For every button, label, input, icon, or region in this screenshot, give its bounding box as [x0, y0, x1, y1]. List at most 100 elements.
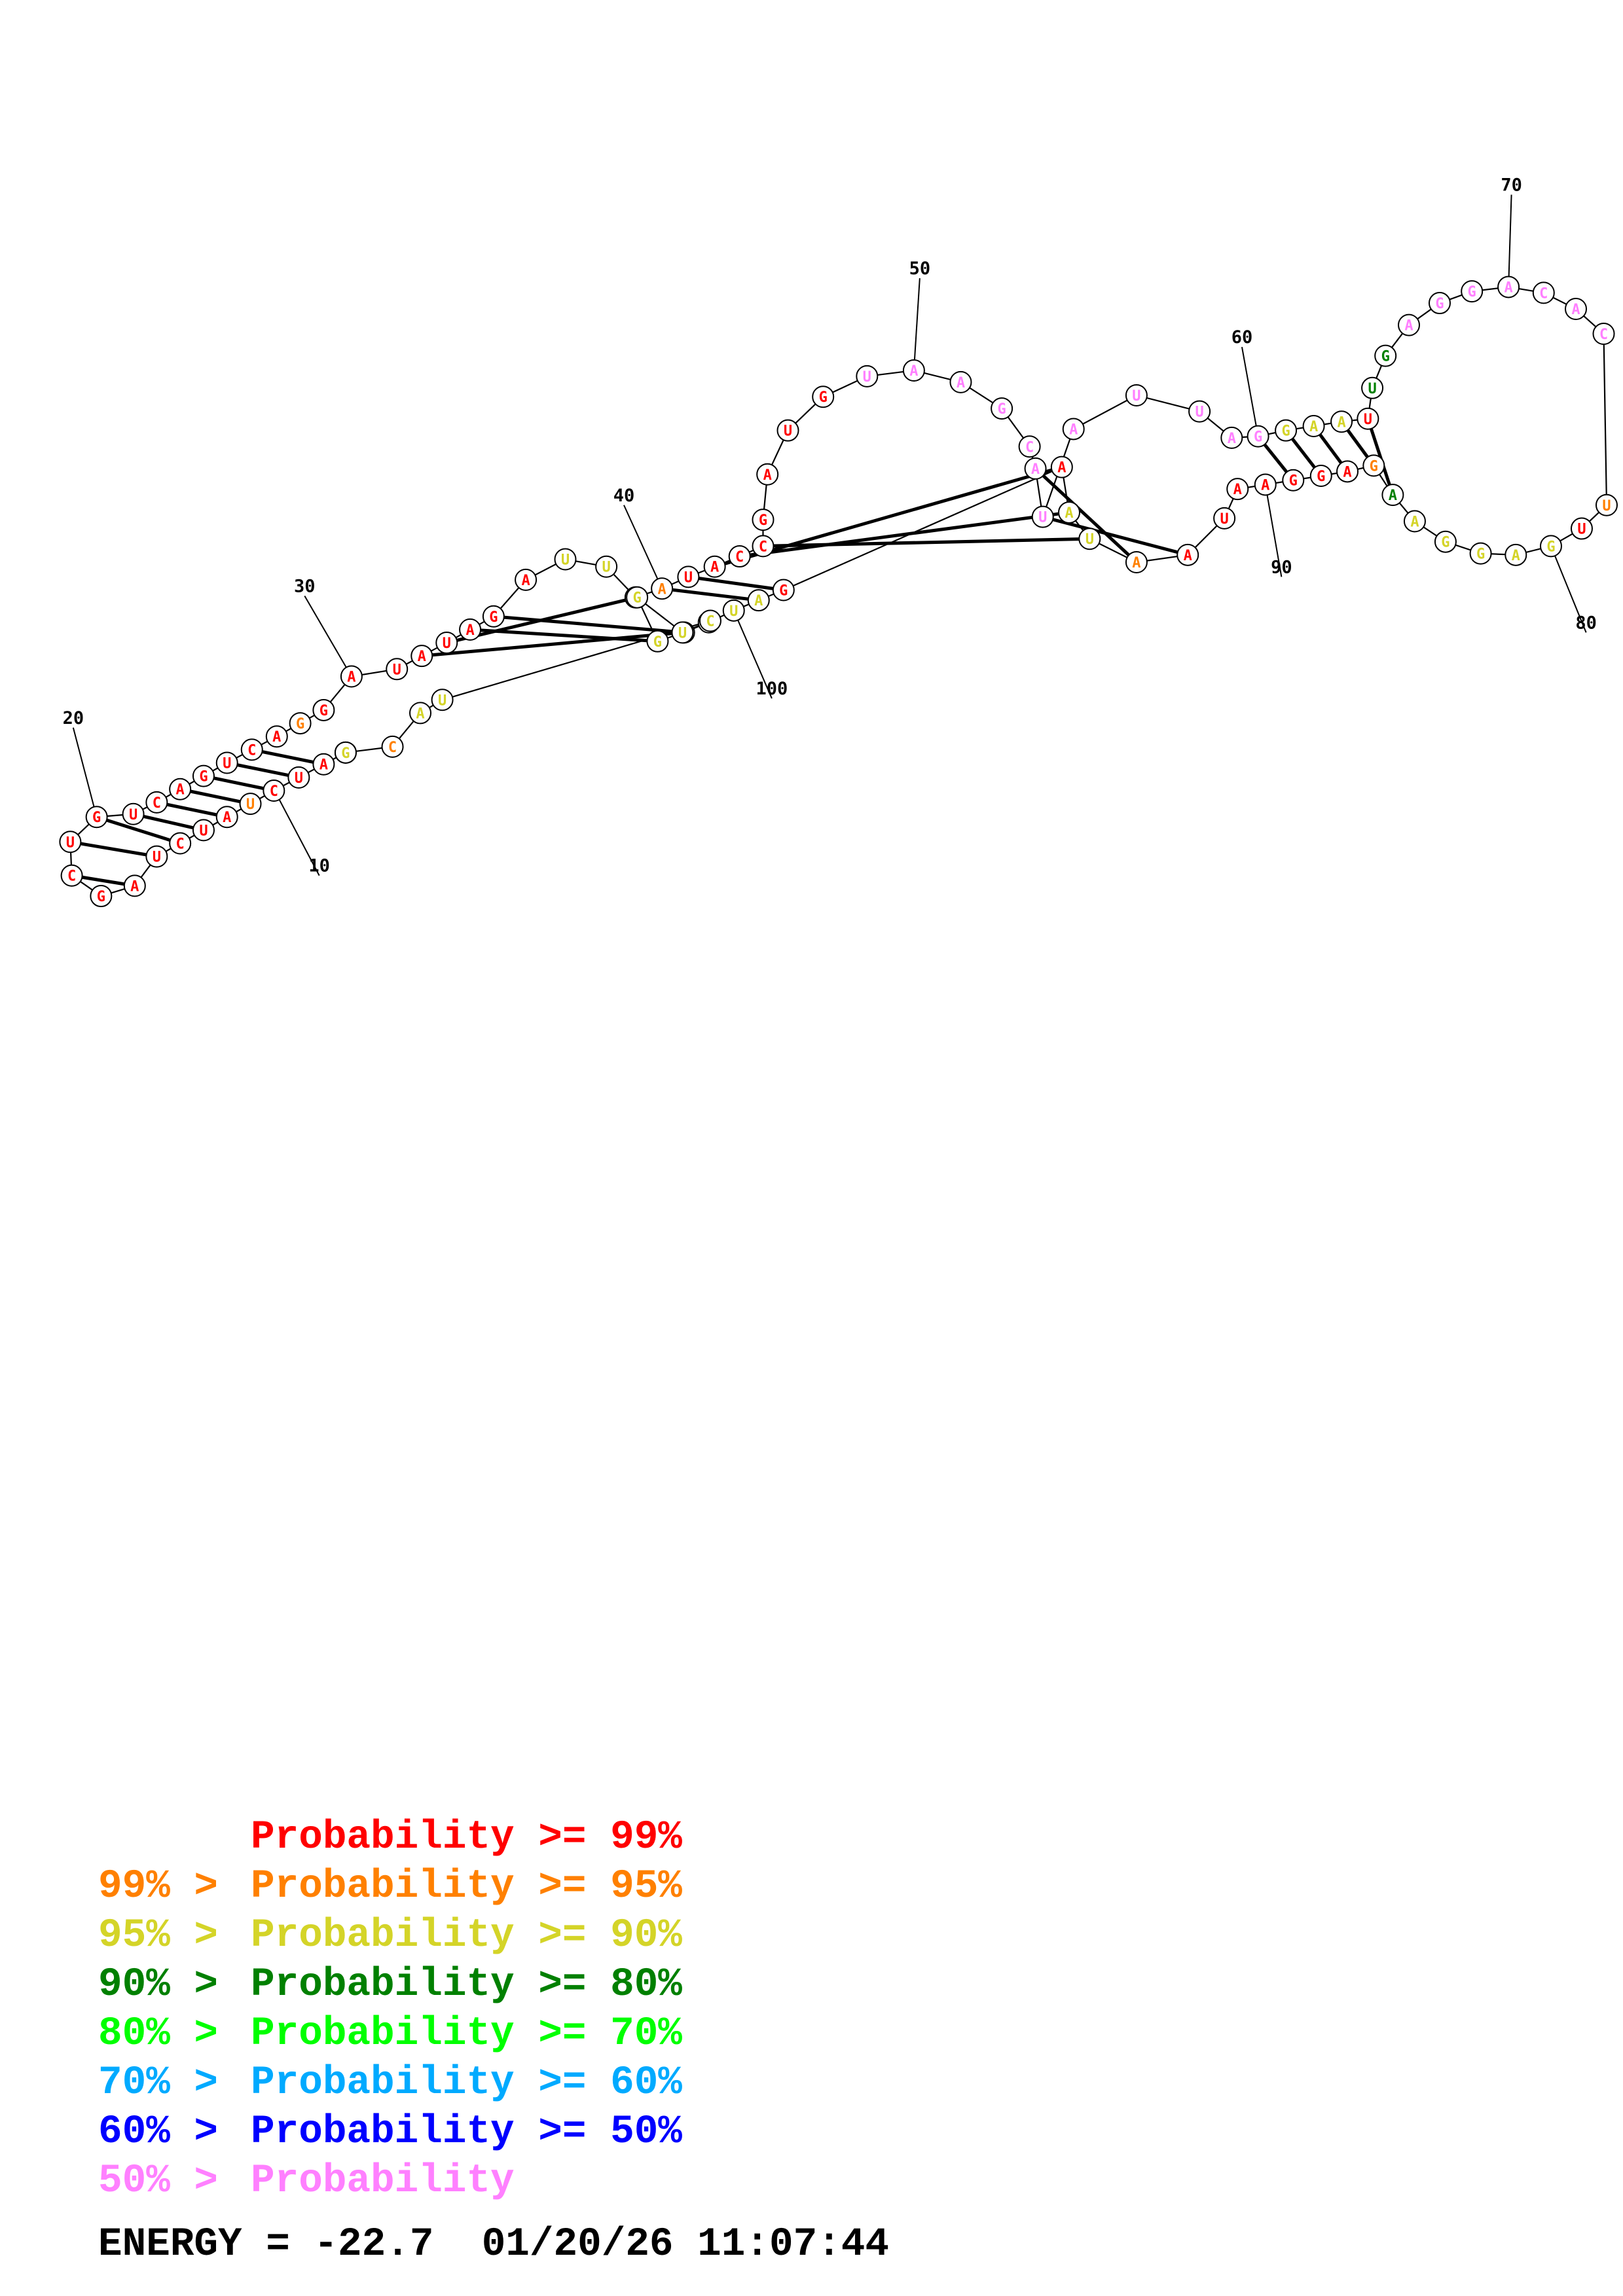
nucleotide: A	[1226, 478, 1249, 501]
nucleotide-letter: C	[1539, 285, 1548, 302]
nucleotide: G	[312, 698, 335, 721]
nucleotide-letter: U	[199, 823, 208, 839]
legend-item: 95% > Probability >= 90%	[98, 1911, 682, 1960]
nucleotide: G	[1247, 425, 1269, 448]
nucleotide: A	[215, 806, 238, 829]
nucleotide-circle	[410, 645, 433, 668]
nucleotide-circle	[169, 832, 192, 855]
nucleotide-circle	[646, 630, 669, 653]
nucleotide-circle	[1592, 323, 1615, 346]
nucleotide-letter: G	[1289, 473, 1298, 490]
nucleotide-circle	[1336, 460, 1359, 483]
nucleotide-letter: A	[416, 706, 424, 722]
nucleotide: A	[459, 618, 482, 641]
nucleotide-letter: A	[1065, 505, 1073, 522]
nucleotide-letter: U	[1577, 522, 1586, 538]
nucleotide: C	[381, 735, 404, 758]
nucleotide-circle	[435, 632, 458, 655]
nucleotide: A	[651, 577, 674, 600]
nucleotide-letter: C	[1599, 327, 1608, 343]
nucleotide-circle	[1125, 551, 1148, 574]
nucleotide-letter: A	[130, 878, 139, 895]
nucleotide-circle	[1125, 384, 1148, 406]
nucleotide: A	[1397, 314, 1420, 336]
nucleotide-letter: G	[489, 609, 498, 626]
nucleotide: G	[90, 885, 113, 908]
nucleotide-letter: A	[1343, 464, 1351, 480]
nucleotide-letter: G	[1317, 469, 1325, 485]
nucleotide: C	[169, 832, 192, 855]
nucleotide-circle	[1024, 457, 1047, 480]
nucleotide: G	[772, 579, 795, 601]
nucleotide: G	[626, 586, 649, 609]
base-pair-bond	[179, 787, 251, 806]
nucleotide-circle	[459, 618, 482, 641]
position-label: 40	[613, 486, 635, 506]
nucleotide-circle	[1213, 507, 1236, 529]
nucleotide: U	[145, 845, 168, 868]
base-pair-bond	[469, 628, 658, 643]
nucleotide: A	[756, 463, 779, 486]
base-pair-bond	[203, 774, 274, 793]
nucleotide-circle	[1595, 493, 1618, 516]
nucleotide-letter: U	[1085, 531, 1094, 548]
legend-item: 99% > Probability >= 95%	[98, 1862, 682, 1911]
nucleotide: G	[1362, 454, 1385, 477]
nucleotide-letter: U	[223, 755, 231, 772]
nucleotide-letter: A	[657, 581, 666, 598]
nucleotide-circle	[312, 698, 335, 721]
nucleotide: A	[515, 568, 538, 591]
base-pair-bond	[227, 761, 299, 780]
position-tick-line	[304, 595, 352, 677]
nucleotide-circle	[1565, 298, 1588, 321]
nucleotide-letter: A	[1404, 318, 1413, 334]
nucleotide-letter: U	[729, 603, 738, 620]
nucleotide-circle	[747, 589, 770, 612]
nucleotide: U	[1570, 517, 1593, 540]
legend-text: Probability >= 99%	[251, 1815, 682, 1860]
nucleotide-circle	[1188, 400, 1211, 423]
nucleotide-circle	[752, 509, 775, 531]
nucleotide-letter: U	[561, 552, 570, 569]
base-pair-bond	[96, 815, 181, 845]
nucleotide-circle	[386, 658, 409, 681]
nucleotide: G	[1539, 535, 1562, 558]
nucleotide-letter: G	[1435, 296, 1444, 312]
nucleotide: U	[1595, 493, 1618, 516]
nucleotide-letter: C	[176, 836, 185, 853]
nucleotide-bases: UAUCUAUCUAGCUGUCAGUCAGGAUAUAGAUUCAUACCGA…	[59, 276, 1618, 908]
nucleotide: G	[334, 741, 357, 764]
nucleotide: A	[1220, 426, 1243, 449]
nucleotide-circle	[1062, 418, 1085, 440]
nucleotide: U	[856, 365, 879, 387]
nucleotide-circle	[1058, 501, 1081, 524]
nucleotide: C	[263, 779, 285, 802]
nucleotide-letter: C	[735, 549, 744, 565]
nucleotide: G	[1434, 530, 1457, 553]
base-pair-bond	[1034, 467, 1138, 564]
nucleotide-circle	[381, 735, 404, 758]
position-tick-line	[274, 791, 320, 876]
nucleotide-letter: A	[347, 669, 356, 685]
nucleotide: A	[1024, 457, 1047, 480]
nucleotide: A	[1330, 410, 1353, 433]
nucleotide-letter: U	[684, 569, 693, 586]
position-label: 10	[308, 856, 330, 876]
nucleotide-letter: U	[1364, 412, 1372, 428]
nucleotide-letter: A	[1261, 477, 1269, 493]
nucleotide: U	[386, 658, 409, 681]
nucleotide: U	[239, 793, 262, 816]
nucleotide-circle	[949, 370, 972, 393]
nucleotide-circle	[431, 689, 454, 711]
nucleotide-circle	[728, 545, 751, 568]
legend-prefix: 90% >	[98, 1962, 242, 2007]
nucleotide-letter: G	[1281, 423, 1290, 440]
position-tick-line	[1264, 484, 1283, 577]
nucleotide: A	[1254, 473, 1277, 496]
legend-prefix: 60% >	[98, 2109, 242, 2155]
nucleotide: G	[812, 386, 835, 408]
nucleotide-circle	[482, 605, 505, 628]
nucleotide-circle	[1428, 292, 1451, 315]
position-tick-line	[913, 278, 921, 371]
